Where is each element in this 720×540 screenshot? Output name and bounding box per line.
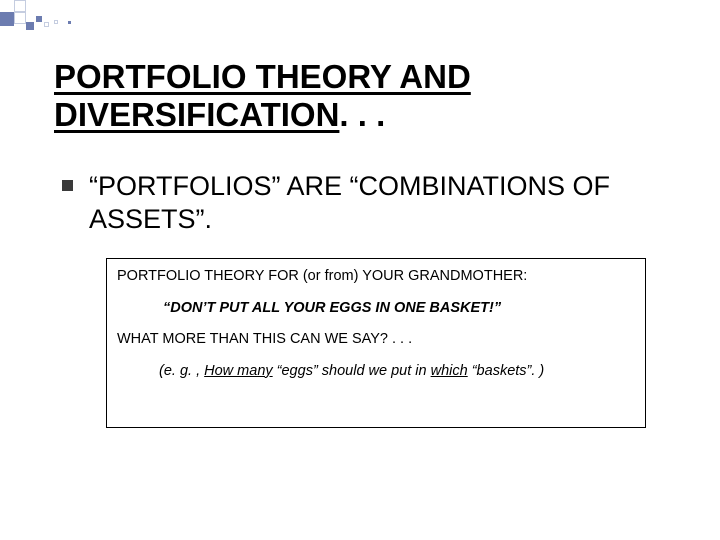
content-box: PORTFOLIO THEORY FOR (or from) YOUR GRAN…: [106, 258, 646, 428]
decor-square: [68, 21, 71, 24]
box-line-3: WHAT MORE THAN THIS CAN WE SAY? . . .: [117, 330, 635, 350]
decor-square: [54, 20, 58, 24]
bullet-marker-icon: [62, 180, 73, 191]
box-line-4: (e. g. , How many “eggs” should we put i…: [117, 362, 635, 382]
title-line2: DIVERSIFICATION: [54, 96, 339, 133]
box-line-1: PORTFOLIO THEORY FOR (or from) YOUR GRAN…: [117, 267, 635, 287]
decor-square: [14, 0, 26, 12]
decor-square: [26, 22, 34, 30]
decor-square: [0, 12, 14, 26]
decor-square: [36, 16, 42, 22]
box-line-2-quote: “DON’T PUT ALL YOUR EGGS IN ONE BASKET!”: [117, 299, 635, 319]
title-text: PORTFOLIO THEORY AND DIVERSIFICATION. . …: [54, 58, 674, 134]
title-ellipsis: . . .: [339, 96, 385, 133]
decor-square: [44, 22, 49, 27]
box-line-4-u1: How many: [204, 363, 273, 379]
decor-square: [14, 12, 26, 24]
bullet-item: “PORTFOLIOS” ARE “COMBINATIONS OF ASSETS…: [62, 170, 672, 236]
box-line-4-pre: (e. g. ,: [159, 363, 204, 379]
bullet-text: “PORTFOLIOS” ARE “COMBINATIONS OF ASSETS…: [89, 170, 672, 236]
box-line-4-post: “baskets”. ): [468, 363, 545, 379]
box-line-4-u2: which: [431, 363, 468, 379]
title-line1: PORTFOLIO THEORY AND: [54, 58, 471, 95]
corner-decoration: [0, 0, 130, 36]
slide-title: PORTFOLIO THEORY AND DIVERSIFICATION. . …: [54, 58, 674, 134]
box-line-4-mid: “eggs” should we put in: [273, 363, 431, 379]
